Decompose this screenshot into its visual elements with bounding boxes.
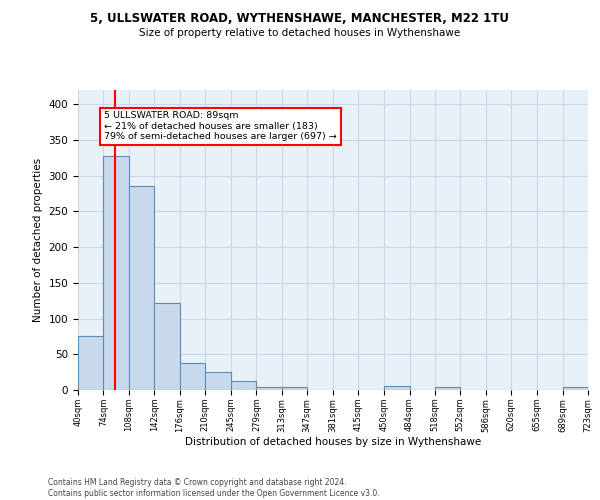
X-axis label: Distribution of detached houses by size in Wythenshawe: Distribution of detached houses by size … [185,437,481,447]
Y-axis label: Number of detached properties: Number of detached properties [33,158,43,322]
Bar [563,387,588,390]
Bar [78,336,103,390]
Bar [435,387,460,390]
Bar [205,372,231,390]
Bar [179,363,205,390]
Bar [154,303,179,390]
Bar [256,387,282,390]
Text: 5, ULLSWATER ROAD, WYTHENSHAWE, MANCHESTER, M22 1TU: 5, ULLSWATER ROAD, WYTHENSHAWE, MANCHEST… [91,12,509,26]
Bar [103,156,129,390]
Text: Contains HM Land Registry data © Crown copyright and database right 2024.
Contai: Contains HM Land Registry data © Crown c… [48,478,380,498]
Bar [129,186,154,390]
Bar [384,386,410,390]
Text: 5 ULLSWATER ROAD: 89sqm
← 21% of detached houses are smaller (183)
79% of semi-d: 5 ULLSWATER ROAD: 89sqm ← 21% of detache… [104,112,337,141]
Bar [282,387,307,390]
Text: Size of property relative to detached houses in Wythenshawe: Size of property relative to detached ho… [139,28,461,38]
Bar [231,380,256,390]
